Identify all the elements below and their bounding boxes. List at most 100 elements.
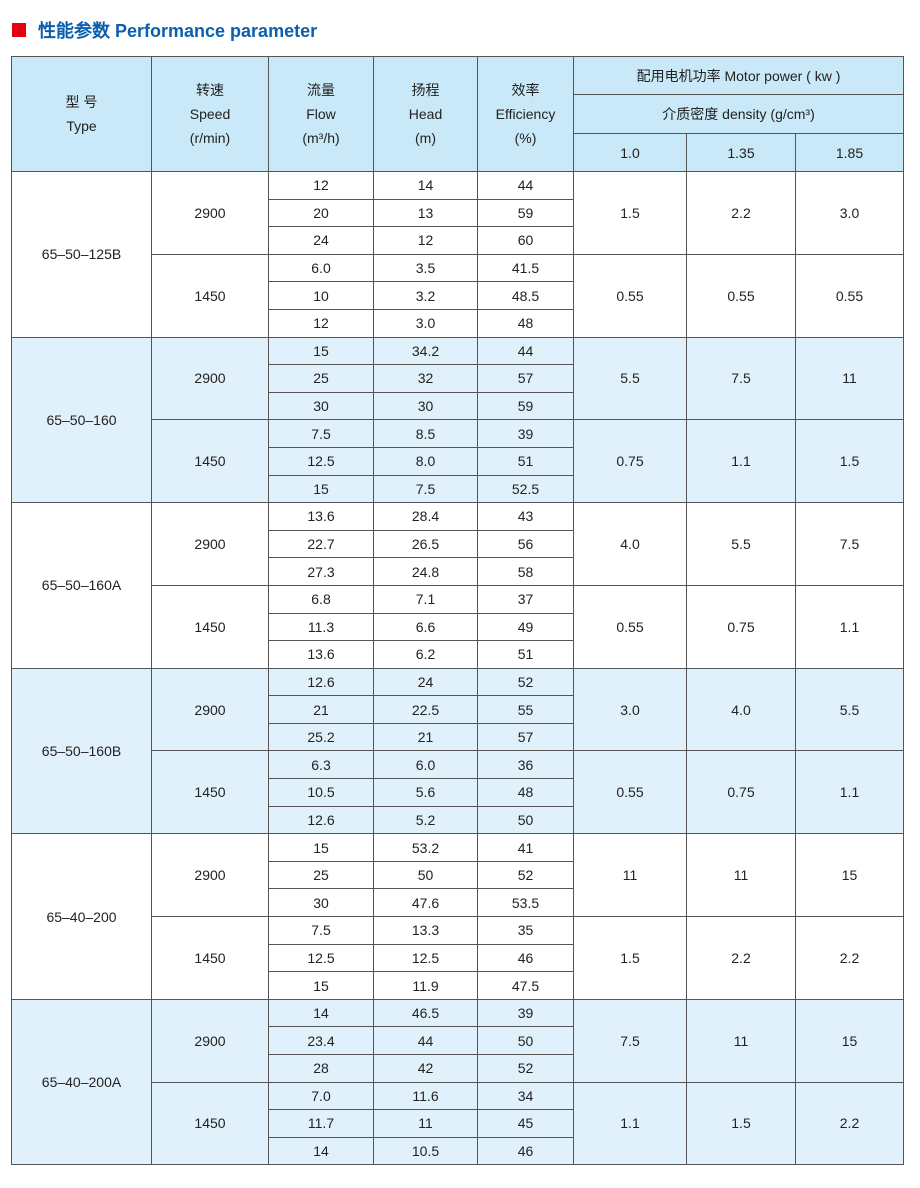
motor-power-cell: 1.1 xyxy=(794,584,905,669)
motor-power-cell: 3.0 xyxy=(573,667,687,752)
table-row: 65–40–200 2900 15 53.2 41 11 11 15 xyxy=(11,833,905,1000)
efficiency-cell: 46 xyxy=(477,943,574,973)
flow-cell: 25.2 xyxy=(268,722,374,752)
table-row: 11.3 6.6 49 xyxy=(12,612,904,642)
flow-cell: 11.3 xyxy=(268,612,374,642)
motor-power-cell: 7.5 xyxy=(573,998,687,1083)
efficiency-cell: 49 xyxy=(477,612,574,642)
flow-cell: 15 xyxy=(268,336,374,366)
table-row: 65–40–200A 2900 14 46.5 39 7.5 11 15 xyxy=(11,998,905,1166)
head-cell: 10.5 xyxy=(373,1136,478,1166)
speed-cell: 2900 xyxy=(151,171,269,255)
motor-power-cell: 2.2 xyxy=(794,1081,905,1166)
head-cell: 24 xyxy=(373,667,478,697)
table-row: 1450 6.0 3.5 41.5 0.55 0.55 0.55 xyxy=(12,253,905,338)
flow-cell: 28 xyxy=(268,1054,374,1083)
head-cell: 7.1 xyxy=(373,584,478,614)
efficiency-cell: 34 xyxy=(477,1081,574,1111)
motor-power-cell: 15 xyxy=(794,998,905,1083)
efficiency-cell: 57 xyxy=(477,722,574,752)
motor-power-cell: 0.55 xyxy=(686,253,796,338)
motor-power-cell: 7.5 xyxy=(794,502,905,586)
model-type-cell: 65–50–160B xyxy=(11,667,152,835)
model-type-cell: 65–50–160A xyxy=(11,502,152,669)
motor-power-cell: 2.2 xyxy=(686,171,796,255)
flow-cell: 12 xyxy=(268,171,374,200)
flow-cell: 13.6 xyxy=(268,640,374,669)
efficiency-cell: 51 xyxy=(477,640,574,669)
model-type-cell: 65–50–160 xyxy=(11,336,152,504)
motor-power-cell: 7.5 xyxy=(686,336,796,421)
model-type-cell: 65–40–200A xyxy=(11,998,152,1166)
head-cell: 5.2 xyxy=(373,805,478,835)
motor-power-cell: 0.55 xyxy=(573,253,687,338)
head-cell: 3.2 xyxy=(373,281,478,310)
table-row: 65–50–160B 2900 12.6 24 52 3.0 4.0 5.5 xyxy=(11,667,905,835)
header-density-1: 1.0 xyxy=(573,133,687,172)
speed-cell: 1450 xyxy=(151,584,269,669)
table-row: 10.5 5.6 48 xyxy=(12,778,904,807)
head-cell: 8.5 xyxy=(373,419,478,448)
section-title: 性能参数 Performance parameter xyxy=(12,18,317,42)
speed-cell: 2900 xyxy=(151,667,269,752)
head-cell: 13 xyxy=(373,198,478,228)
flow-cell: 22.7 xyxy=(268,529,374,559)
model-type-cell: 65–40–200 xyxy=(11,833,152,1000)
red-square-icon xyxy=(12,23,26,37)
flow-cell: 13.6 xyxy=(268,502,374,531)
motor-power-cell: 11 xyxy=(686,998,796,1083)
table-row: 28 42 52 xyxy=(12,1054,904,1083)
efficiency-cell: 48.5 xyxy=(477,281,574,310)
head-cell: 26.5 xyxy=(373,529,478,559)
efficiency-cell: 44 xyxy=(477,171,574,200)
head-cell: 6.6 xyxy=(373,612,478,642)
efficiency-cell: 41 xyxy=(477,833,574,862)
efficiency-cell: 59 xyxy=(477,391,574,421)
efficiency-cell: 44 xyxy=(477,336,574,366)
motor-power-cell: 1.5 xyxy=(686,1081,796,1166)
head-cell: 3.0 xyxy=(373,308,478,338)
flow-cell: 15 xyxy=(268,474,374,504)
motor-power-cell: 2.2 xyxy=(794,916,905,1000)
model-type-cell: 65–50–125B xyxy=(11,171,152,338)
flow-cell: 30 xyxy=(268,391,374,421)
header-density: 介质密度 density (g/cm³) xyxy=(572,94,905,134)
speed-cell: 1450 xyxy=(151,750,269,835)
head-cell: 11.6 xyxy=(373,1081,478,1111)
head-cell: 42 xyxy=(373,1054,478,1083)
header-head: 扬程 Head (m) xyxy=(373,56,478,172)
table-row: 30 30 59 xyxy=(12,391,904,421)
efficiency-cell: 52.5 xyxy=(477,474,574,504)
motor-power-cell: 5.5 xyxy=(794,667,905,752)
motor-power-cell: 1.5 xyxy=(794,419,905,504)
efficiency-cell: 59 xyxy=(477,198,574,228)
header-density-3: 1.85 xyxy=(794,133,905,172)
motor-power-cell: 11 xyxy=(573,833,687,918)
motor-power-cell: 0.75 xyxy=(686,750,796,835)
head-cell: 50 xyxy=(373,860,478,890)
head-cell: 8.0 xyxy=(373,446,478,476)
efficiency-cell: 50 xyxy=(477,805,574,835)
table-row: 24 12 60 xyxy=(12,226,904,255)
head-cell: 3.5 xyxy=(373,253,478,283)
table-body: 65–50–125B 2900 12 14 44 1.5 2.2 3.0 20 13 59 24 12 6… xyxy=(11,171,905,1166)
table-row: 1450 7.0 11.6 34 1.1 1.5 2.2 xyxy=(12,1081,905,1166)
efficiency-cell: 52 xyxy=(477,667,574,697)
head-cell: 24.8 xyxy=(373,557,478,586)
efficiency-cell: 50 xyxy=(477,1026,574,1055)
efficiency-cell: 58 xyxy=(477,557,574,586)
flow-cell: 30 xyxy=(268,888,374,918)
flow-cell: 14 xyxy=(268,1136,374,1166)
flow-cell: 20 xyxy=(268,198,374,228)
efficiency-cell: 35 xyxy=(477,916,574,945)
head-cell: 11 xyxy=(373,1109,478,1138)
flow-cell: 6.0 xyxy=(268,253,374,283)
flow-cell: 27.3 xyxy=(268,557,374,586)
motor-power-cell: 3.0 xyxy=(794,171,905,255)
flow-cell: 12.5 xyxy=(268,446,374,476)
head-cell: 7.5 xyxy=(373,474,478,504)
table-row: 27.3 24.8 58 xyxy=(12,557,904,586)
efficiency-cell: 57 xyxy=(477,364,574,393)
table-row: 1450 7.5 13.3 35 1.5 2.2 2.2 xyxy=(12,916,905,1000)
speed-cell: 2900 xyxy=(151,502,269,586)
